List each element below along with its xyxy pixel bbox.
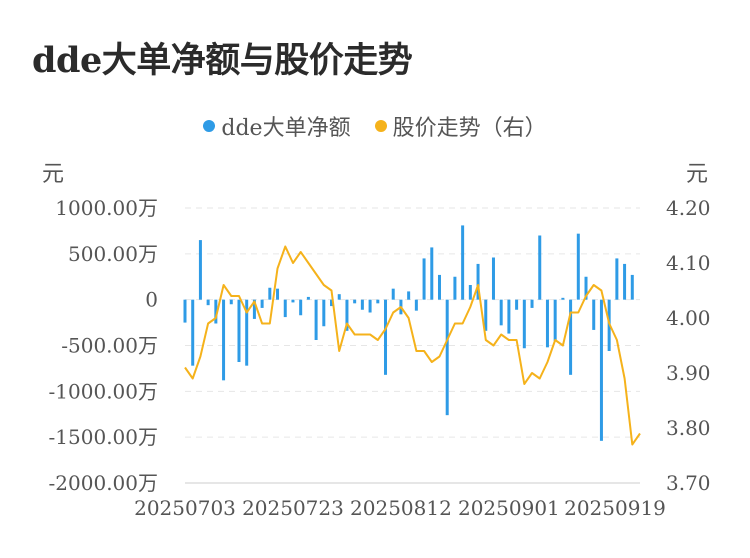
dde-bar [299, 299, 303, 316]
left-axis-unit: 元 [42, 162, 65, 187]
dde-bar [538, 235, 542, 300]
dde-bar [592, 299, 596, 330]
left-tick-label: -1000.00万 [49, 379, 158, 403]
legend-marker-dde [203, 120, 216, 132]
x-tick-label: 20250901 [458, 496, 560, 520]
dde-bar [453, 276, 457, 300]
right-axis-unit: 元 [685, 162, 708, 187]
dde-bar [561, 297, 565, 300]
dde-bar [360, 299, 364, 310]
left-tick-label: 1000.00万 [55, 196, 158, 220]
right-tick-label: 4.20 [666, 196, 711, 220]
right-tick-label: 4.00 [666, 306, 711, 330]
dde-bar [599, 299, 603, 441]
x-tick-label: 20250723 [242, 496, 344, 520]
dde-bar [422, 258, 426, 300]
dde-bar [245, 299, 249, 366]
dde-bar [260, 299, 264, 308]
dde-bar [445, 299, 449, 416]
dde-bar [630, 274, 634, 300]
legend-item-dde[interactable]: dde大单净额 [203, 110, 351, 142]
right-tick-label: 3.90 [666, 361, 711, 385]
dde-bar [530, 299, 534, 308]
dde-bar [337, 294, 341, 300]
right-tick-label: 3.80 [666, 416, 711, 440]
legend-label-price: 股价走势（右） [392, 116, 547, 141]
dde-bar [569, 299, 573, 375]
dde-bar [407, 291, 411, 300]
dde-bar [206, 299, 210, 306]
dde-bar [468, 285, 472, 300]
legend-marker-price [374, 120, 387, 132]
dde-bar [476, 263, 480, 300]
dde-bar [484, 299, 488, 331]
price-line [184, 245, 641, 446]
dde-bar [306, 296, 310, 300]
dde-bar [376, 299, 380, 304]
dde-bar [222, 299, 226, 381]
dde-bar [330, 299, 334, 307]
dde-bar [414, 299, 418, 311]
dde-bar [237, 299, 241, 362]
dde-bar [507, 299, 511, 334]
dde-bar [384, 299, 388, 375]
legend-item-price[interactable]: 股价走势（右） [374, 110, 547, 142]
right-tick-label: 4.10 [666, 251, 711, 275]
dde-bar [491, 257, 495, 300]
chart-title: dde大单净额与股价走势 [32, 40, 413, 81]
dde-bar [515, 299, 519, 310]
dde-bar [268, 287, 272, 300]
right-tick-label: 3.70 [666, 471, 711, 495]
dde-bar [576, 233, 580, 300]
dde-bar [368, 299, 372, 313]
dde-bar [229, 299, 233, 305]
left-tick-label: 0 [145, 288, 158, 312]
dde-bar [214, 299, 218, 324]
dde-bar [283, 299, 287, 318]
dde-bar [461, 225, 465, 300]
dde-bar [430, 247, 434, 300]
dde-bar [314, 299, 318, 340]
x-tick-label: 20250812 [350, 496, 452, 520]
dde-bar [276, 288, 280, 300]
dde-bar [183, 299, 187, 323]
dde-bar [191, 299, 195, 366]
dde-bar [198, 240, 202, 300]
x-tick-label: 20250919 [564, 496, 666, 520]
dde-bar [522, 299, 526, 349]
dde-bar [291, 299, 295, 303]
dde-bar [345, 299, 349, 331]
dde-bar [322, 299, 326, 327]
dde-bar [615, 258, 619, 300]
dde-bar [437, 274, 441, 300]
dde-bar [623, 263, 627, 300]
dde-bar [545, 299, 549, 348]
dde-bar [391, 288, 395, 300]
legend-label-dde: dde大单净额 [221, 116, 351, 141]
left-tick-label: 500.00万 [68, 242, 158, 266]
left-tick-label: -500.00万 [61, 334, 158, 358]
dde-bar [353, 299, 357, 304]
x-tick-label: 20250703 [134, 496, 236, 520]
left-tick-label: -2000.00万 [49, 471, 158, 495]
left-tick-label: -1500.00万 [49, 425, 158, 449]
dde-bar [584, 276, 588, 300]
dde-bar [499, 299, 503, 326]
chart-legend: dde大单净额 股价走势（右） [0, 110, 750, 142]
dde-bar [553, 299, 557, 341]
dde-bar [252, 299, 256, 319]
